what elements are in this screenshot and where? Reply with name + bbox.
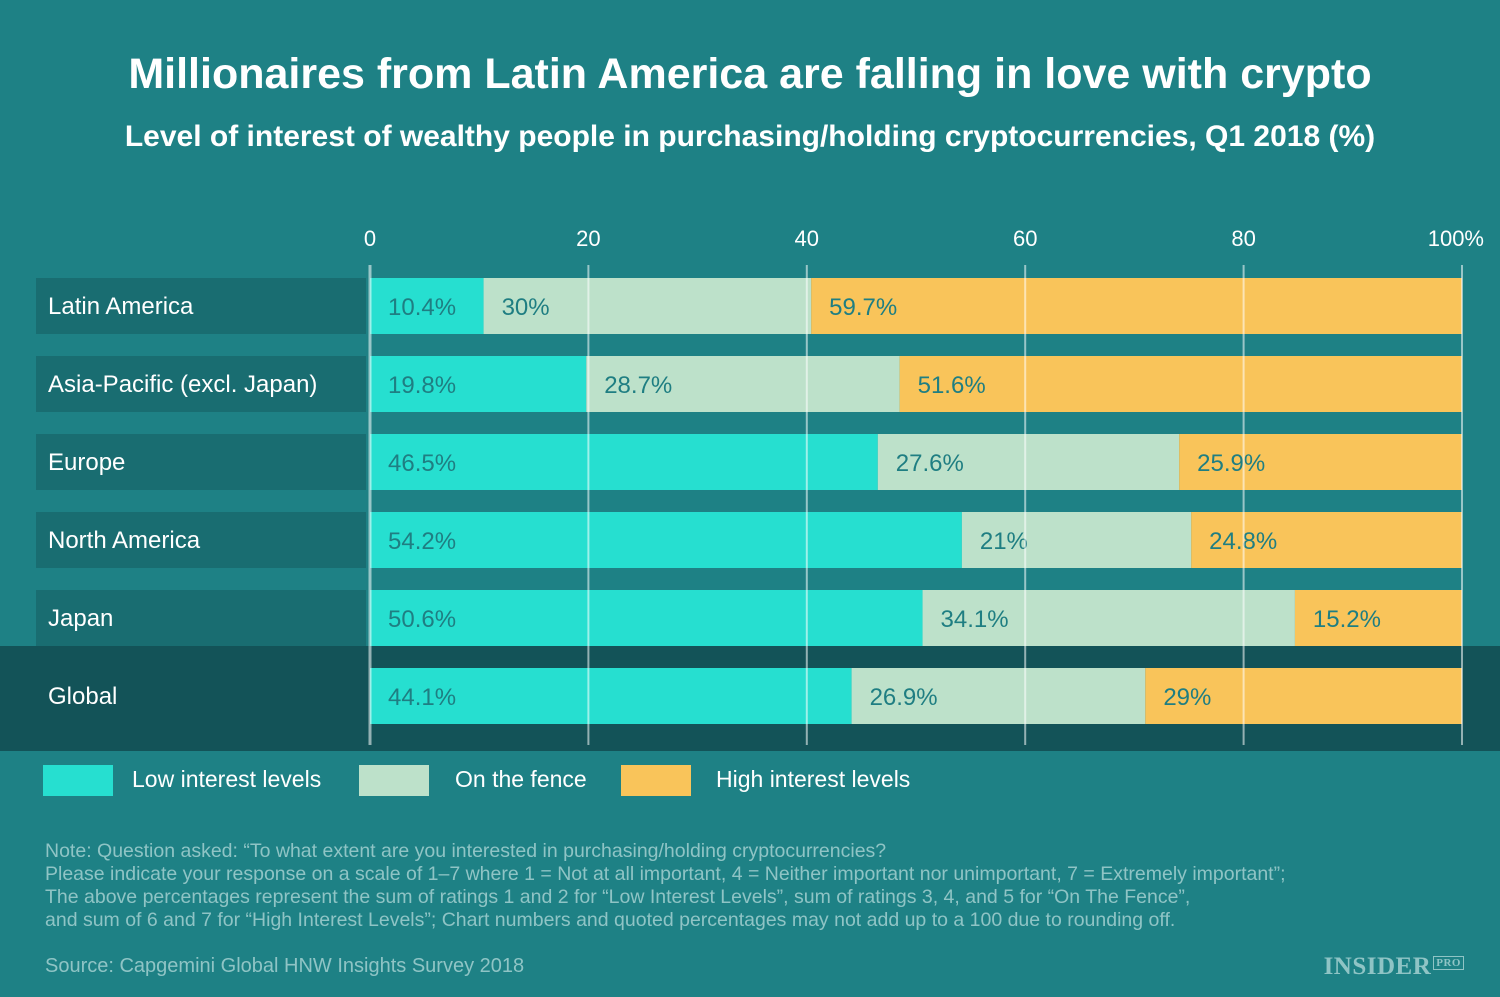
x-tick-label: 60 — [1013, 226, 1037, 251]
data-label-fence: 28.7% — [604, 372, 672, 399]
legend-label-high: High interest levels — [716, 766, 911, 792]
chart-subtitle: Level of interest of wealthy people in p… — [124, 120, 1376, 153]
footnote-line: The above percentages represent the sum … — [45, 886, 1191, 908]
category-label-box — [36, 590, 366, 646]
category-label-box — [36, 356, 366, 412]
legend-swatch-high — [621, 765, 691, 796]
category-label: Latin America — [48, 293, 194, 320]
data-label-high: 15.2% — [1313, 606, 1381, 633]
data-label-high: 59.7% — [829, 294, 897, 321]
category-label: North America — [48, 527, 201, 554]
x-tick-label: 100% — [1428, 226, 1484, 251]
footnote-line: Please indicate your response on a scale… — [45, 863, 1286, 885]
bar-segment-fence — [877, 434, 1180, 490]
category-label: Global — [48, 683, 117, 710]
data-label-high: 29% — [1163, 684, 1211, 711]
category-label-box — [36, 434, 366, 490]
footnote-line: Note: Question asked: “To what extent ar… — [45, 840, 887, 862]
stacked-bar-chart: Latin America 10.4% 30% 59.7% Asia-Pacific (… — [0, 226, 1500, 751]
category-label-box — [36, 512, 366, 568]
footnote: Note: Question asked: “To what extent ar… — [45, 840, 1465, 932]
category-label-box — [36, 278, 366, 334]
legend-label-fence: On the fence — [455, 766, 587, 792]
source-note: Source: Capgemini Global HNW Insights Su… — [45, 955, 525, 977]
data-label-high: 51.6% — [918, 372, 986, 399]
data-label-fence: 27.6% — [896, 450, 964, 477]
bar-segment-low — [370, 278, 484, 334]
data-label-low: 46.5% — [388, 450, 456, 477]
brand-logo: INSIDER PRO — [1324, 953, 1464, 981]
legend-swatch-low — [43, 765, 113, 796]
data-label-high: 25.9% — [1197, 450, 1265, 477]
brand-badge: PRO — [1433, 956, 1464, 970]
category-label: Japan — [48, 605, 113, 632]
bar-segment-high — [1191, 512, 1462, 568]
bar-segment-fence — [586, 356, 900, 412]
x-tick-label: 40 — [795, 226, 819, 251]
bar-segment-low — [370, 356, 587, 412]
bar-segment-low — [370, 668, 852, 724]
legend-label-low: Low interest levels — [132, 766, 322, 792]
bar-segment-low — [370, 590, 923, 646]
data-label-low: 54.2% — [388, 528, 456, 555]
legend: Low interest levels On the fence High in… — [0, 763, 1500, 797]
x-tick-label: 0 — [364, 226, 376, 251]
chart-title: Millionaires from Latin America are fall… — [128, 50, 1372, 98]
category-label: Asia-Pacific (excl. Japan) — [48, 371, 317, 398]
bar-segment-fence — [483, 278, 812, 334]
bar-segment-fence — [922, 590, 1295, 646]
bar-segment-high — [1179, 434, 1462, 490]
x-tick-label: 20 — [576, 226, 600, 251]
brand-name: INSIDER — [1323, 953, 1432, 980]
x-tick-label: 80 — [1231, 226, 1255, 251]
bar-segment-high — [1294, 590, 1462, 646]
data-label-low: 10.4% — [388, 294, 456, 321]
data-label-fence: 34.1% — [941, 606, 1009, 633]
data-label-low: 19.8% — [388, 372, 456, 399]
bar-segment-fence — [851, 668, 1146, 724]
footnote-line: and sum of 6 and 7 for “High Interest Le… — [45, 909, 1176, 931]
bar-segment-high — [811, 278, 1462, 334]
data-label-low: 44.1% — [388, 684, 456, 711]
bar-segment-high — [899, 356, 1462, 412]
data-label-fence: 21% — [980, 528, 1028, 555]
legend-swatch-fence — [359, 765, 429, 796]
bar-segment-low — [370, 434, 878, 490]
bar-segment-low — [370, 512, 962, 568]
data-label-fence: 30% — [502, 294, 550, 321]
bar-segment-high — [1145, 668, 1462, 724]
data-label-low: 50.6% — [388, 606, 456, 633]
data-label-fence: 26.9% — [870, 684, 938, 711]
bar-segment-fence — [961, 512, 1192, 568]
category-label: Europe — [48, 449, 125, 476]
